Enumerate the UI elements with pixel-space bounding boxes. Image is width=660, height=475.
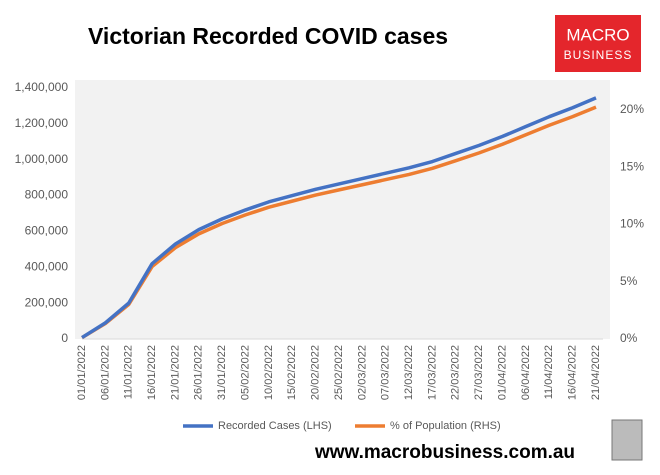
x-tick-label: 07/03/2022 — [380, 345, 392, 400]
legend-label: Recorded Cases (LHS) — [218, 420, 332, 432]
y-tick-label: 1,200,000 — [15, 116, 69, 130]
x-tick-label: 26/01/2022 — [193, 345, 205, 400]
x-tick-label: 11/01/2022 — [123, 345, 135, 399]
x-tick-label: 21/01/2022 — [169, 345, 181, 400]
line-series — [81, 105, 597, 340]
footer: www.macrobusiness.com.au — [314, 442, 575, 463]
x-tick-label: 25/02/2022 — [333, 345, 345, 400]
x-tick-label: 21/04/2022 — [590, 345, 602, 400]
x-tick-label: 05/02/2022 — [239, 345, 251, 400]
x-tick-label: 10/02/2022 — [263, 345, 275, 400]
x-tick-label: 27/03/2022 — [473, 345, 485, 400]
y2-tick-label: 20% — [620, 102, 644, 116]
y2-tick-label: 5% — [620, 274, 638, 288]
x-tick-label: 22/03/2022 — [450, 345, 462, 400]
y-tick-label: 600,000 — [25, 224, 69, 238]
x-tick-label: 06/01/2022 — [99, 345, 111, 400]
x-tick-label: 06/04/2022 — [520, 345, 532, 400]
x-tick-label: 12/03/2022 — [403, 345, 415, 400]
x-tick-label: 16/01/2022 — [146, 345, 158, 400]
logo-text: BUSINESS — [564, 48, 633, 62]
y-tick-label: 400,000 — [25, 259, 69, 273]
line-series — [81, 96, 597, 340]
y2-tick-label: 10% — [620, 217, 644, 231]
x-tick-label: 20/02/2022 — [310, 345, 322, 400]
x-tick-label: 01/04/2022 — [496, 345, 508, 400]
x-tick-label: 15/02/2022 — [286, 345, 298, 400]
x-tick-label: 17/03/2022 — [426, 345, 438, 400]
x-tick-label: 31/01/2022 — [216, 345, 228, 400]
legend-label: % of Population (RHS) — [390, 420, 501, 432]
x-tick-label: 02/03/2022 — [356, 345, 368, 400]
logo — [555, 15, 641, 72]
y-tick-label: 800,000 — [25, 188, 69, 202]
y2-tick-label: 15% — [620, 159, 644, 173]
y-tick-label: 0 — [61, 331, 68, 345]
y2-tick-label: 0% — [620, 331, 638, 345]
logo-text: MACRO — [566, 25, 629, 44]
x-tick-label: 11/04/2022 — [543, 345, 555, 399]
chart-title: Victorian Recorded COVID cases — [88, 23, 448, 49]
wolf-icon — [611, 419, 643, 461]
x-tick-label: 16/04/2022 — [567, 345, 579, 400]
x-tick-label: 01/01/2022 — [76, 345, 88, 400]
y-tick-label: 200,000 — [25, 295, 69, 309]
y-tick-label: 1,000,000 — [15, 152, 69, 166]
y-tick-label: 1,400,000 — [15, 80, 69, 94]
plot-area — [75, 80, 610, 339]
